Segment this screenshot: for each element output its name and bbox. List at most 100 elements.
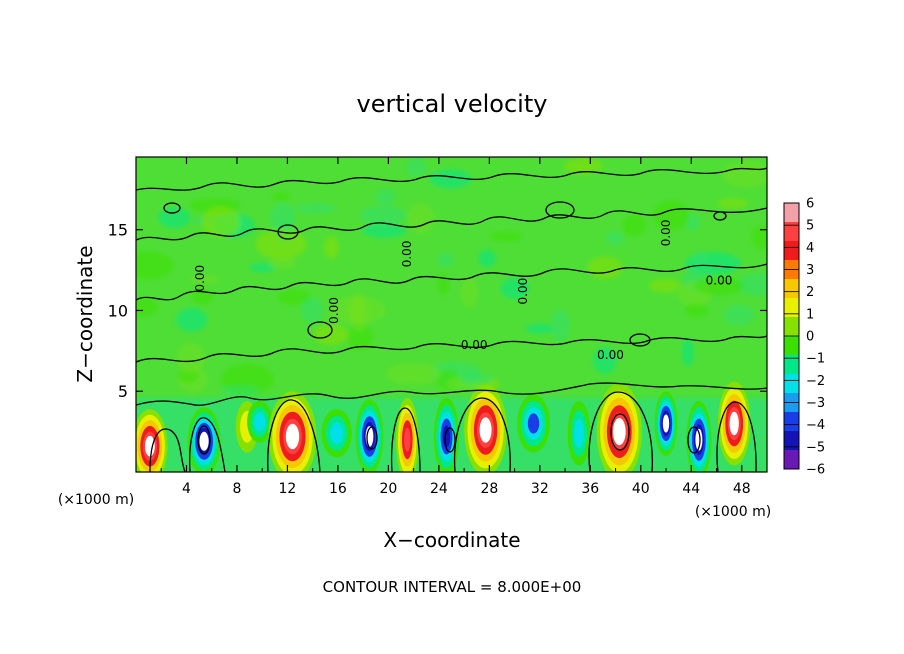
contour-interval-footer: CONTOUR INTERVAL = 8.000E+00 [323, 578, 582, 596]
colorbar-swatch [784, 355, 799, 375]
contour-label: 0.00 [400, 241, 414, 268]
contour-loop [307, 321, 333, 339]
contour-line [588, 391, 654, 472]
colorbar-tick-label: −4 [806, 418, 825, 433]
texture-patch [295, 203, 336, 214]
x-tick-label: 28 [480, 481, 498, 497]
contour-labels: 0.00 0.00 0.00 0.00 0.00 0.00 0.00 0.00 [193, 220, 732, 362]
contour-loop [163, 202, 181, 214]
colorbar-swatch [784, 298, 799, 318]
velocity-cells [136, 381, 751, 472]
velocity-core [199, 431, 209, 451]
x-tick-label: 32 [531, 481, 549, 497]
velocity-core [695, 428, 703, 451]
velocity-cell [654, 391, 678, 456]
contour-line [716, 401, 757, 472]
contour-line [136, 207, 767, 241]
contour-label: 0.00 [461, 338, 488, 352]
contour-line [136, 335, 767, 363]
x-axis-label: X−coordinate [383, 528, 520, 552]
x-tick-label: 20 [379, 481, 397, 497]
colorbar-swatch [784, 222, 799, 242]
texture-patch [478, 249, 496, 268]
colorbar-tick-label: −2 [806, 374, 825, 389]
contour-label: 0.00 [597, 348, 624, 362]
texture-patch [751, 224, 767, 249]
texture-patch [460, 277, 478, 308]
x-tick-label: 44 [682, 481, 700, 497]
colorbar-tick-label: 4 [806, 241, 814, 256]
colorbar-swatch [784, 279, 799, 299]
colorbar-swatch [784, 450, 799, 470]
contour-line [453, 397, 511, 472]
texture-patch [649, 278, 681, 293]
texture-patch [605, 231, 624, 245]
contour-line [390, 407, 421, 472]
texture-patch [271, 192, 291, 202]
contour-line [136, 167, 767, 191]
y-tick-label: 5 [118, 382, 128, 401]
x-tick-label: 8 [232, 481, 241, 497]
plot-area: 0.00 0.00 0.00 0.00 0.00 0.00 0.00 0.00 [135, 156, 768, 473]
texture-patch [201, 206, 240, 238]
x-tick-label: 4 [182, 481, 191, 497]
velocity-cell [567, 400, 591, 466]
velocity-cell [717, 381, 751, 466]
x-unit-left: (×1000 m) [58, 492, 134, 508]
velocity-cell [321, 409, 352, 458]
texture-patch [386, 362, 442, 385]
texture-patch [587, 256, 623, 280]
colorbar-swatch [784, 336, 799, 356]
colorbar-swatch [784, 431, 799, 451]
contour-loop [713, 211, 727, 221]
contour-loop [197, 425, 211, 455]
colorbar-tick-label: −6 [806, 463, 825, 478]
velocity-band [330, 422, 344, 445]
texture-patch [525, 323, 554, 334]
velocity-cell [464, 384, 508, 472]
contour-line [136, 382, 767, 406]
contour-label: 0.00 [706, 274, 733, 288]
y-tick-label: 15 [108, 221, 128, 240]
contour-line [189, 417, 226, 472]
texture-patch [330, 296, 386, 324]
texture-patch [324, 235, 339, 259]
x-tick-label: 24 [430, 481, 448, 497]
colorbar-tick-label: 0 [806, 330, 814, 345]
y-axis-label: Z−coordinate [73, 245, 97, 382]
texture-patch [158, 206, 191, 229]
contour-loop [629, 333, 651, 347]
texture-patch [189, 275, 220, 284]
contour-loop [444, 427, 456, 453]
colorbar-swatch [784, 317, 799, 337]
texture-patch [685, 303, 708, 318]
velocity-cell [268, 391, 317, 472]
texture-patch [735, 273, 767, 296]
x-tick-label: 12 [279, 481, 297, 497]
x-tick-label: 16 [329, 481, 347, 497]
contour-line [136, 263, 767, 301]
texture-patch [722, 161, 767, 188]
velocity-core [145, 435, 155, 457]
contour-label: 0.00 [659, 220, 673, 247]
texture-patch [694, 276, 745, 296]
texture-patch [550, 309, 570, 342]
texture-patch [136, 251, 174, 280]
texture-patch [362, 223, 407, 238]
velocity-cell [247, 400, 273, 443]
texture-patch [347, 323, 373, 351]
contour-loop [610, 413, 630, 451]
velocity-band [404, 427, 411, 452]
colorbar-tick-label: −5 [806, 440, 825, 455]
colorbar-swatch [784, 374, 799, 394]
colorbar-tick-label: 3 [806, 263, 814, 278]
colorbar-tick-label: 2 [806, 285, 814, 300]
velocity-core [612, 418, 626, 446]
contour-line [267, 399, 321, 472]
velocity-core [662, 414, 670, 433]
velocity-cell [517, 394, 550, 453]
x-tick-label: 48 [733, 481, 751, 497]
texture-patch [723, 305, 755, 325]
texture-patch [277, 289, 312, 306]
